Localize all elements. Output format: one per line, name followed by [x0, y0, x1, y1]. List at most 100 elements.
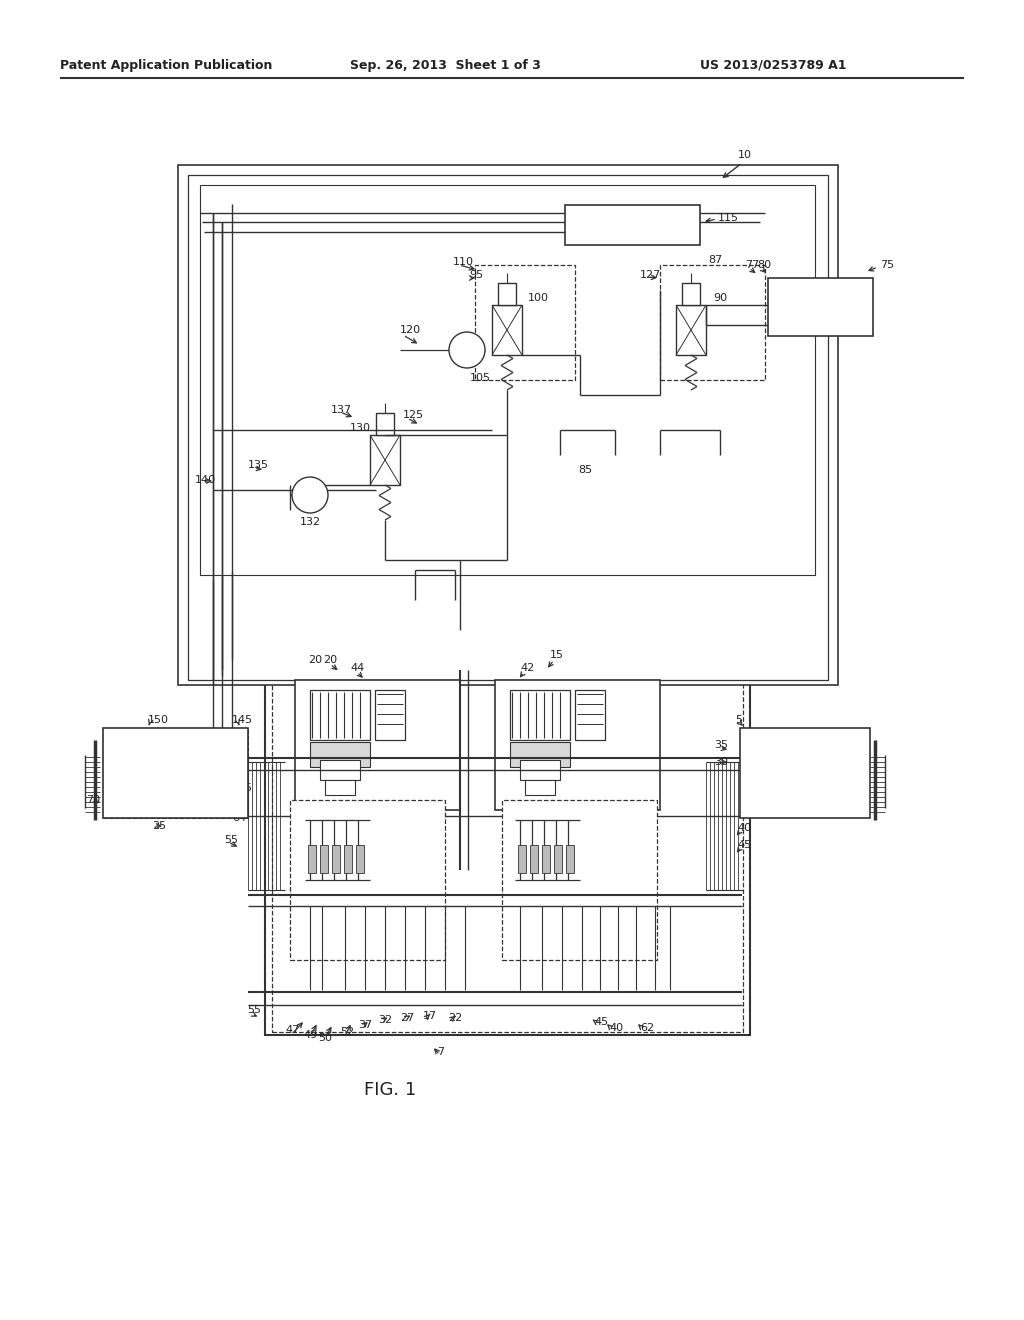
Text: 25: 25 — [152, 821, 166, 832]
Bar — [376, 413, 394, 436]
Text: 85: 85 — [578, 465, 592, 475]
Text: 100: 100 — [528, 293, 549, 304]
Bar — [768, 279, 873, 337]
Bar — [178, 165, 838, 685]
Bar — [356, 845, 364, 873]
Text: Patent Application Publication: Patent Application Publication — [60, 58, 272, 71]
Text: Engine: Engine — [783, 767, 826, 780]
Text: 105: 105 — [470, 374, 490, 383]
Text: 52: 52 — [340, 1027, 354, 1038]
Bar — [542, 845, 550, 873]
Text: 45: 45 — [594, 1016, 608, 1027]
Bar — [530, 845, 538, 873]
Bar — [272, 677, 743, 1032]
Text: 80: 80 — [757, 260, 771, 271]
Text: 62: 62 — [742, 803, 756, 813]
Bar — [188, 176, 828, 680]
Text: 110: 110 — [453, 257, 474, 267]
Text: US 2013/0253789 A1: US 2013/0253789 A1 — [700, 58, 847, 71]
Bar — [565, 205, 700, 246]
Text: 65: 65 — [238, 783, 252, 793]
Bar — [566, 845, 574, 873]
Bar — [495, 680, 660, 810]
Text: 62: 62 — [640, 1023, 654, 1034]
Text: FIG. 1: FIG. 1 — [364, 1081, 416, 1100]
Bar — [510, 690, 570, 741]
Bar — [575, 690, 605, 741]
Text: 115: 115 — [718, 213, 739, 223]
Text: 20: 20 — [308, 655, 323, 665]
Text: 64: 64 — [232, 813, 246, 822]
Text: 90: 90 — [713, 293, 727, 304]
Text: 120: 120 — [400, 325, 421, 335]
Bar — [370, 436, 400, 484]
Bar — [295, 680, 460, 810]
Text: 40: 40 — [737, 822, 752, 833]
Bar — [525, 780, 555, 795]
Text: 87: 87 — [708, 255, 722, 265]
Text: 132: 132 — [300, 517, 322, 527]
Text: 20: 20 — [323, 655, 337, 665]
Bar — [510, 742, 570, 767]
Bar — [502, 800, 657, 960]
Bar — [498, 282, 516, 305]
Text: 32: 32 — [378, 1015, 392, 1026]
Text: 60: 60 — [232, 795, 246, 805]
Bar — [475, 265, 575, 380]
Text: 45: 45 — [737, 840, 752, 850]
Text: 30: 30 — [714, 756, 728, 767]
Bar — [308, 845, 316, 873]
Bar — [676, 305, 706, 355]
Text: 95: 95 — [469, 271, 483, 280]
Text: Controller: Controller — [601, 219, 663, 231]
Text: 49: 49 — [303, 1030, 317, 1040]
Bar — [344, 845, 352, 873]
Bar — [265, 671, 750, 1035]
Text: 135: 135 — [248, 459, 269, 470]
Text: 17: 17 — [423, 1011, 437, 1020]
Bar — [103, 729, 248, 818]
Bar — [290, 800, 445, 960]
Text: 125: 125 — [403, 411, 424, 420]
Bar — [310, 742, 370, 767]
Text: 22: 22 — [449, 1012, 462, 1023]
Bar — [319, 760, 360, 780]
Text: 42: 42 — [520, 663, 535, 673]
Bar — [492, 305, 522, 355]
Text: 127: 127 — [640, 271, 662, 280]
Text: 130: 130 — [350, 422, 371, 433]
Bar — [332, 845, 340, 873]
Bar — [375, 690, 406, 741]
Text: 55: 55 — [224, 836, 238, 845]
Text: 27: 27 — [400, 1012, 415, 1023]
Text: 145: 145 — [232, 715, 253, 725]
Text: 77: 77 — [745, 260, 759, 271]
Text: Sep. 26, 2013  Sheet 1 of 3: Sep. 26, 2013 Sheet 1 of 3 — [350, 58, 541, 71]
Text: 37: 37 — [358, 1020, 372, 1030]
Text: 10: 10 — [738, 150, 752, 160]
Text: 7: 7 — [437, 1047, 444, 1057]
Text: 50: 50 — [318, 1034, 332, 1043]
Circle shape — [292, 477, 328, 513]
Text: 15: 15 — [550, 649, 564, 660]
Bar — [660, 265, 765, 380]
Text: 5: 5 — [735, 715, 742, 725]
Bar — [520, 760, 560, 780]
Text: 75: 75 — [880, 260, 894, 271]
Text: 44: 44 — [350, 663, 365, 673]
Bar — [740, 729, 870, 818]
Text: Transmission: Transmission — [134, 767, 215, 780]
Text: 40: 40 — [609, 1023, 624, 1034]
Bar — [554, 845, 562, 873]
Circle shape — [449, 333, 485, 368]
Bar — [319, 845, 328, 873]
Text: 55: 55 — [247, 1005, 261, 1015]
Bar — [518, 845, 526, 873]
Text: 47: 47 — [285, 1026, 299, 1035]
Text: 137: 137 — [331, 405, 352, 414]
Bar — [200, 185, 815, 576]
Text: 150: 150 — [148, 715, 169, 725]
Text: Pressure: Pressure — [795, 293, 845, 305]
Text: 35: 35 — [714, 741, 728, 750]
Bar — [103, 729, 248, 818]
